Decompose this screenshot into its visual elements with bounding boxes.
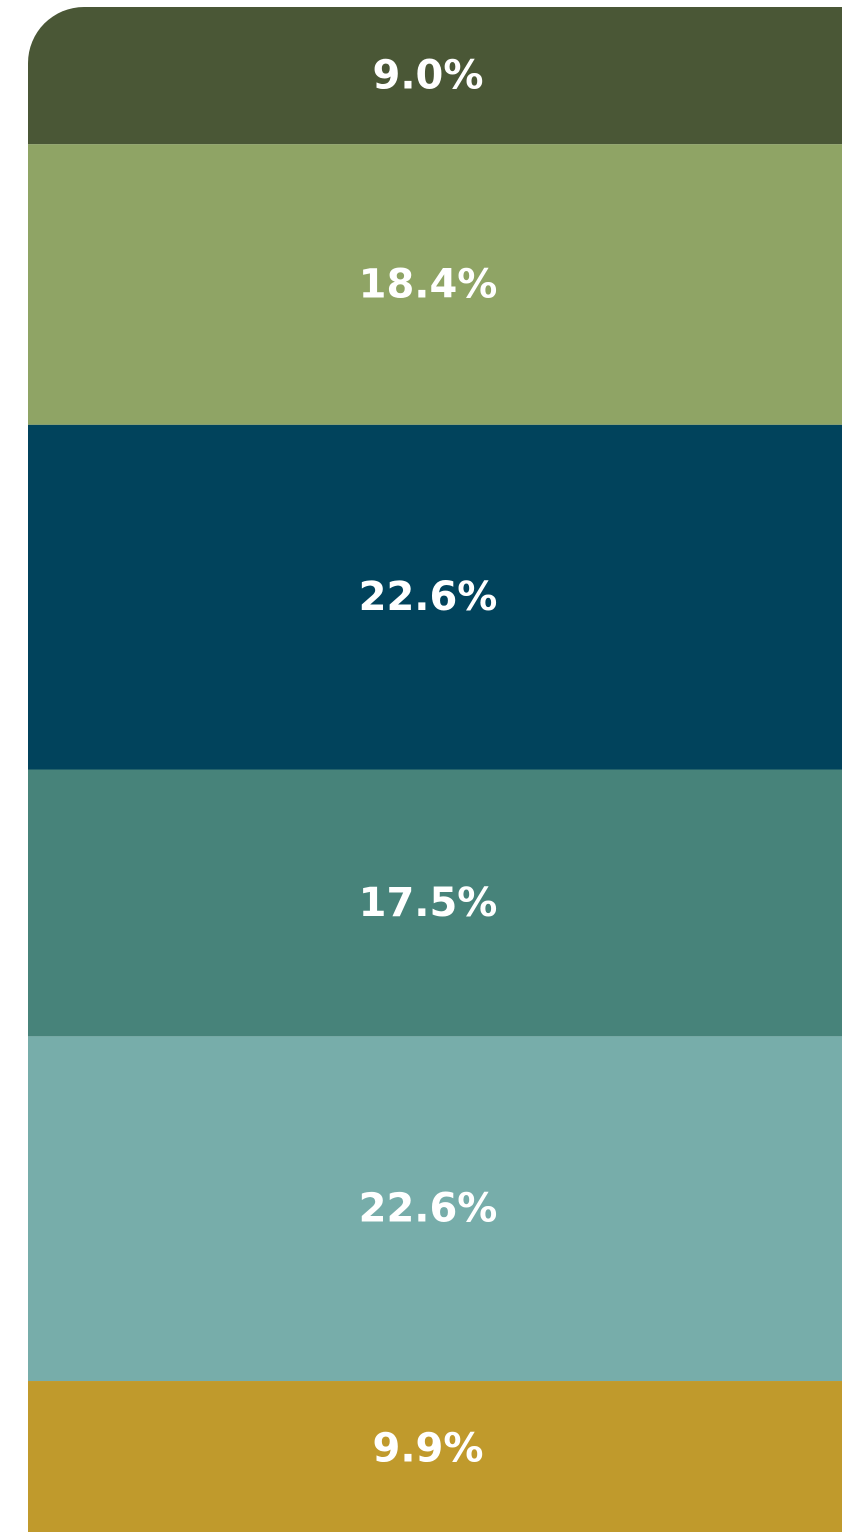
value-label: 9.9% — [373, 1426, 484, 1472]
segment — [28, 1381, 842, 1532]
value-label: 18.4% — [359, 262, 498, 308]
segment — [28, 1036, 842, 1382]
value-label: 9.0% — [373, 53, 484, 99]
value-label: 22.6% — [359, 1186, 498, 1232]
value-label: 22.6% — [359, 574, 498, 620]
segment — [28, 144, 842, 425]
segment — [28, 424, 842, 770]
segment — [28, 7, 842, 145]
segment — [28, 769, 842, 1037]
value-label: 17.5% — [359, 880, 498, 926]
column — [28, 7, 842, 1532]
